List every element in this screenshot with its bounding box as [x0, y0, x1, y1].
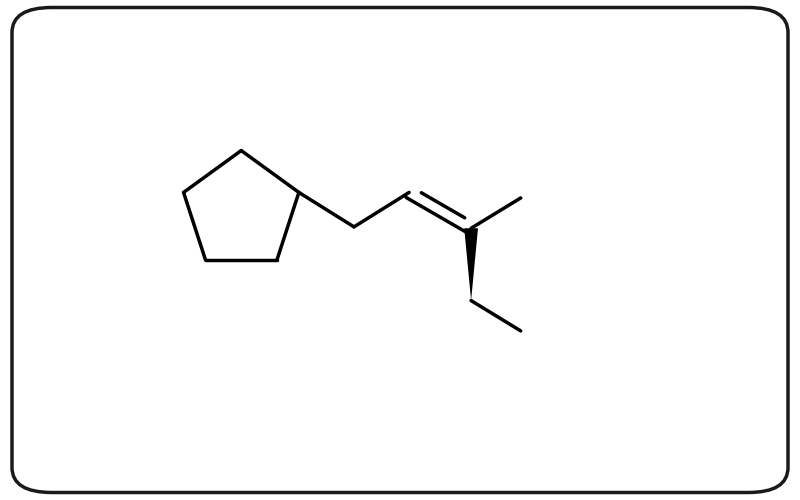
Polygon shape [464, 228, 478, 300]
